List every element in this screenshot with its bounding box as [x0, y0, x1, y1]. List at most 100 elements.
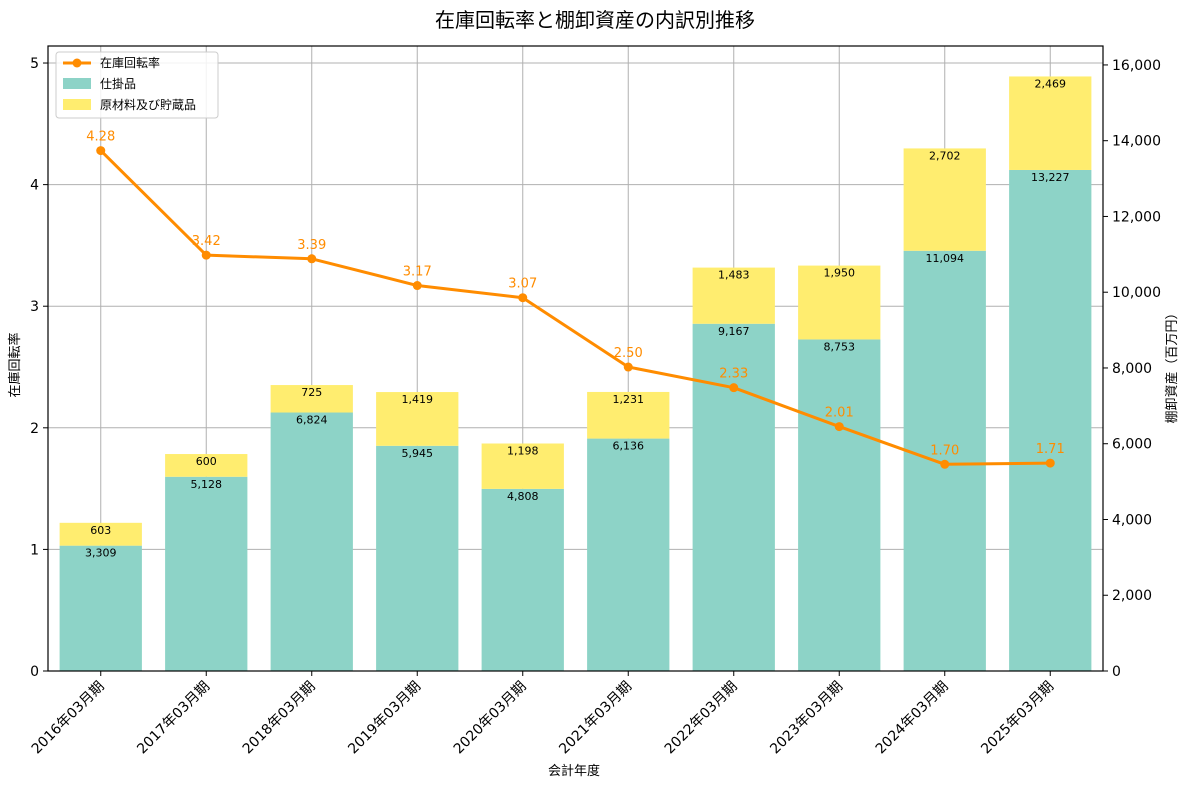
- x-tick-label: 2019年03月期: [345, 679, 424, 758]
- y-right-tick-label: 12,000: [1112, 209, 1161, 225]
- y-right-tick-label: 0: [1112, 664, 1121, 680]
- y-left-tick-label: 4: [30, 178, 39, 194]
- turnover-label: 3.39: [297, 238, 326, 253]
- turnover-label: 2.01: [825, 406, 854, 421]
- bar-label-wip: 8,753: [824, 340, 856, 353]
- bar-materials: [692, 267, 775, 324]
- legend-label-turnover: 在庫回転率: [100, 55, 160, 70]
- turnover-label: 4.28: [86, 130, 115, 145]
- bar-materials: [270, 385, 353, 413]
- x-tick-label: 2017年03月期: [134, 679, 213, 758]
- bar-materials: [1009, 76, 1092, 170]
- turnover-point: [1045, 458, 1055, 468]
- bar-wip: [481, 488, 564, 671]
- legend-swatch-wip: [63, 78, 91, 89]
- x-axis-title: 会計年度: [548, 763, 600, 779]
- bar-label-materials: 1,483: [718, 269, 750, 282]
- bar-materials: [165, 454, 248, 477]
- turnover-label: 1.71: [1036, 442, 1065, 457]
- y-left-tick-label: 3: [30, 299, 39, 315]
- x-tick-label: 2018年03月期: [240, 679, 319, 758]
- bar-label-materials: 1,231: [613, 393, 645, 406]
- bar-wip: [59, 545, 142, 671]
- x-tick-label: 2024年03月期: [873, 679, 952, 758]
- bar-wip: [376, 445, 459, 671]
- bar-label-wip: 11,094: [926, 252, 965, 265]
- plot-frame: [47, 45, 1104, 672]
- bar-materials: [903, 148, 986, 251]
- bar-label-wip: 5,945: [402, 447, 434, 460]
- bar-layer: 3,309 603 5,128 600 6,824 725 5,945 1,419 4,808 1…: [59, 76, 1092, 672]
- bar-wip: [270, 412, 353, 671]
- turnover-label: 3.07: [508, 277, 537, 292]
- legend: 在庫回転率 仕掛品 原材料及び貯蔵品: [55, 51, 219, 119]
- bar-label-wip: 13,227: [1031, 171, 1070, 184]
- y-left-tick-label: 2: [30, 421, 39, 437]
- y-right-tick-label: 4,000: [1112, 512, 1152, 528]
- bar-label-materials: 600: [196, 455, 217, 468]
- x-tick-label: 2025年03月期: [978, 679, 1057, 758]
- y-axis-right-title: 棚卸資産（百万円）: [1164, 306, 1180, 423]
- bar-materials: [798, 265, 881, 340]
- turnover-label: 1.70: [930, 443, 959, 458]
- legend-label-materials: 原材料及び貯蔵品: [100, 98, 196, 112]
- turnover-point: [940, 459, 950, 469]
- bar-wip: [165, 476, 248, 671]
- bar-label-wip: 6,136: [613, 440, 645, 453]
- bar-label-materials: 1,198: [507, 445, 539, 458]
- turnover-point: [307, 254, 317, 264]
- bar-materials: [59, 522, 142, 546]
- bar-wip: [1009, 169, 1092, 671]
- y-axis-left-title: 在庫回転率: [7, 332, 23, 397]
- bar-label-materials: 603: [90, 524, 111, 537]
- y-right-tick-label: 2,000: [1112, 588, 1152, 604]
- x-tick-label: 2022年03月期: [662, 679, 741, 758]
- legend-label-wip: 仕掛品: [100, 76, 136, 91]
- turnover-label: 2.33: [719, 367, 748, 382]
- bar-label-wip: 9,167: [718, 325, 750, 338]
- turnover-label: 3.17: [403, 265, 432, 280]
- bar-label-materials: 2,469: [1035, 77, 1067, 90]
- bar-label-materials: 725: [301, 386, 322, 399]
- bar-label-materials: 1,419: [402, 393, 434, 406]
- bar-wip: [587, 438, 670, 671]
- turnover-point: [623, 362, 633, 372]
- bar-label-wip: 3,309: [85, 547, 117, 560]
- bar-label-wip: 4,808: [507, 490, 539, 503]
- x-tick-label: 2016年03月期: [29, 679, 108, 758]
- x-tick-label: 2023年03月期: [767, 679, 846, 758]
- bar-label-wip: 6,824: [296, 414, 328, 427]
- turnover-point: [729, 383, 739, 393]
- y-left-tick-label: 0: [30, 664, 39, 680]
- legend-swatch-materials: [63, 99, 91, 110]
- y-left-tick-label: 1: [30, 542, 39, 558]
- line-layer: 4.28 3.42 3.39 3.17 3.07 2.50 2.33 2.01 1.70 1.71: [86, 130, 1065, 469]
- legend-frame: [55, 51, 219, 119]
- turnover-label: 3.42: [192, 234, 221, 249]
- bar-label-materials: 1,950: [824, 267, 856, 280]
- x-tick-label: 2020年03月期: [451, 679, 530, 758]
- turnover-point: [412, 281, 422, 291]
- chart-title: 在庫回転率と棚卸資産の内訳別推移: [435, 8, 755, 32]
- turnover-line: [99, 149, 1051, 466]
- bar-materials: [587, 391, 670, 439]
- bar-materials: [376, 392, 459, 446]
- y-right-tick-label: 14,000: [1112, 134, 1161, 150]
- bar-label-wip: 5,128: [191, 478, 223, 491]
- y-right-tick-label: 10,000: [1112, 285, 1161, 301]
- x-tick-label: 2021年03月期: [556, 679, 635, 758]
- turnover-point: [834, 422, 844, 432]
- turnover-label: 2.50: [614, 346, 643, 361]
- legend-line-marker: [72, 58, 82, 68]
- y-right-tick-label: 8,000: [1112, 361, 1152, 377]
- turnover-point: [518, 293, 528, 303]
- y-left-tick-label: 5: [30, 56, 39, 72]
- bar-wip: [798, 339, 881, 671]
- bar-label-materials: 2,702: [929, 149, 961, 162]
- y-right-tick-label: 6,000: [1112, 437, 1152, 453]
- bar-materials: [481, 443, 564, 489]
- turnover-point: [96, 146, 106, 156]
- y-right-tick-label: 16,000: [1112, 58, 1161, 74]
- turnover-point: [201, 250, 211, 260]
